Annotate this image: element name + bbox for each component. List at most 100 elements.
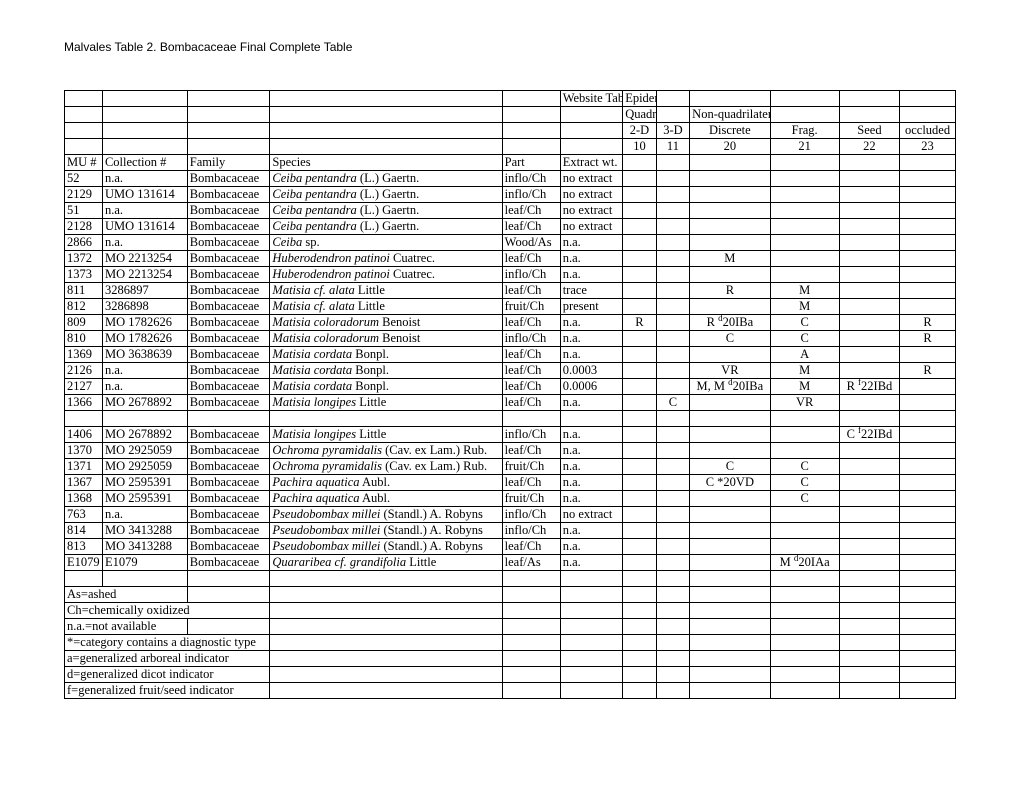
table-cell: 52: [65, 171, 103, 187]
table-cell: [656, 283, 689, 299]
table-row: 1372MO 2213254BombacaceaeHuberodendron p…: [65, 251, 956, 267]
table-cell: [770, 107, 839, 123]
table-cell: [102, 571, 187, 587]
table-cell: E1079: [65, 555, 103, 571]
table-cell: leaf/Ch: [502, 219, 560, 235]
table-cell: [690, 667, 770, 683]
table-cell: [623, 539, 656, 555]
table-cell: [770, 571, 839, 587]
table-cell: n.a.: [560, 235, 623, 251]
table-cell: [270, 139, 502, 155]
table-cell: Pseudobombax millei (Standl.) A. Robyns: [270, 507, 502, 523]
table-row: 1371MO 2925059BombacaceaeOchroma pyramid…: [65, 459, 956, 475]
table-cell: [839, 603, 899, 619]
table-cell: leaf/Ch: [502, 379, 560, 395]
table-cell: [839, 315, 899, 331]
table-cell: [770, 91, 839, 107]
table-cell: leaf/Ch: [502, 347, 560, 363]
table-cell: [770, 155, 839, 171]
table-cell: [656, 427, 689, 443]
table-cell: [65, 91, 103, 107]
table-cell: [770, 619, 839, 635]
table-row: As=ashed: [65, 587, 956, 603]
table-cell: MO 1782626: [102, 331, 187, 347]
table-cell: [690, 299, 770, 315]
table-cell: Quadrilateral: [623, 107, 656, 123]
table-cell: [900, 619, 956, 635]
table-cell: leaf/Ch: [502, 363, 560, 379]
table-cell: Pachira aquatica Aubl.: [270, 475, 502, 491]
table-cell: R: [623, 315, 656, 331]
table-cell: leaf/Ch: [502, 475, 560, 491]
table-cell: Matisia coloradorum Benoist: [270, 331, 502, 347]
table-cell: [65, 107, 103, 123]
table-cell: [839, 491, 899, 507]
table-cell: [623, 651, 656, 667]
table-cell: [770, 667, 839, 683]
table-cell: [502, 139, 560, 155]
table-cell: [839, 571, 899, 587]
table-cell: [623, 347, 656, 363]
table-cell: [770, 523, 839, 539]
table-cell: [770, 603, 839, 619]
table-cell: n.a.: [560, 267, 623, 283]
table-cell: Bombacaceae: [187, 395, 270, 411]
table-cell: M: [690, 251, 770, 267]
table-cell: [690, 443, 770, 459]
table-cell: [690, 171, 770, 187]
table-cell: [502, 683, 560, 699]
table-cell: MO 2925059: [102, 443, 187, 459]
table-cell: Ochroma pyramidalis (Cav. ex Lam.) Rub.: [270, 459, 502, 475]
table-cell: Extract wt.: [560, 155, 623, 171]
table-cell: [623, 635, 656, 651]
table-cell: [102, 411, 187, 427]
table-cell: inflo/Ch: [502, 507, 560, 523]
table-cell: M: [770, 379, 839, 395]
table-cell: [690, 395, 770, 411]
table-cell: [560, 411, 623, 427]
table-cell: 10: [623, 139, 656, 155]
table-cell: [270, 571, 502, 587]
table-cell: [900, 267, 956, 283]
table-cell: [656, 491, 689, 507]
table-row: 2129UMO 131614BombacaceaeCeiba pentandra…: [65, 187, 956, 203]
table-cell: leaf/Ch: [502, 443, 560, 459]
table-cell: Discrete: [690, 123, 770, 139]
table-cell: [623, 459, 656, 475]
table-cell: [656, 539, 689, 555]
table-cell: [623, 491, 656, 507]
table-cell: [656, 411, 689, 427]
table-cell: [623, 411, 656, 427]
table-cell: [623, 475, 656, 491]
table-cell: [560, 683, 623, 699]
table-cell: Matisia cordata Bonpl.: [270, 347, 502, 363]
table-cell: [656, 107, 689, 123]
table-cell: [656, 155, 689, 171]
table-row: MU #Collection #FamilySpeciesPartExtract…: [65, 155, 956, 171]
table-row: 1368MO 2595391BombacaceaePachira aquatic…: [65, 491, 956, 507]
table-cell: [656, 555, 689, 571]
table-cell: inflo/Ch: [502, 427, 560, 443]
table-cell: [502, 571, 560, 587]
table-cell: [623, 523, 656, 539]
table-cell: leaf/As: [502, 555, 560, 571]
table-row: 52n.a.BombacaceaeCeiba pentandra (L.) Ga…: [65, 171, 956, 187]
table-cell: [839, 171, 899, 187]
table-cell: [656, 619, 689, 635]
table-cell: n.a.: [560, 523, 623, 539]
table-cell: C: [690, 459, 770, 475]
table-cell: UMO 131614: [102, 187, 187, 203]
table-cell: VR: [770, 395, 839, 411]
table-cell: [623, 187, 656, 203]
table-cell: [560, 107, 623, 123]
table-cell: [839, 411, 899, 427]
table-cell: [900, 411, 956, 427]
table-cell: Matisia cf. alata Little: [270, 283, 502, 299]
table-cell: [623, 395, 656, 411]
table-cell: [623, 587, 656, 603]
table-cell: n.a.: [560, 459, 623, 475]
table-cell: 51: [65, 203, 103, 219]
table-cell: [900, 587, 956, 603]
table-cell: [839, 91, 899, 107]
table-cell: [839, 555, 899, 571]
